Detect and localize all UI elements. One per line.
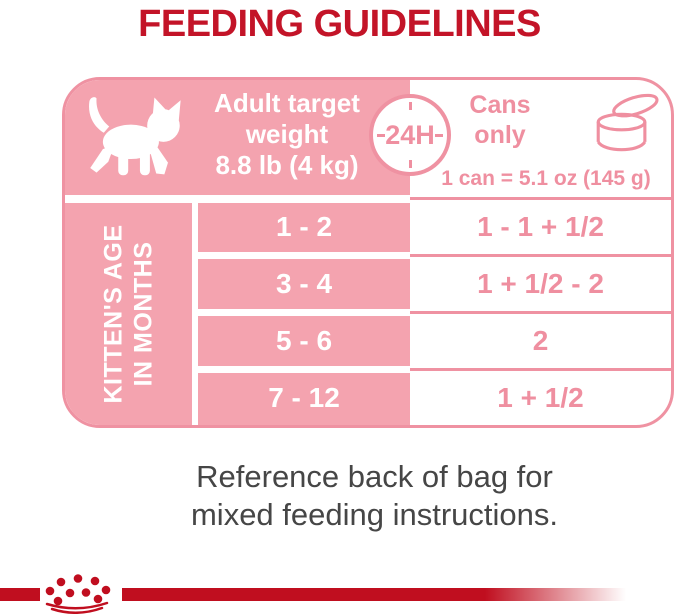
crown-logo-icon [45,574,111,614]
row-divider-2 [192,309,410,316]
age-axis-column: KITTEN'S AGE IN MONTHS [65,203,192,425]
clock-tick-top [408,102,412,110]
can-equivalence-label: 1 can = 5.1 oz (145 g) [441,167,651,190]
footnote-line1: Reference back of bag for [196,459,553,494]
cans-only-label: Cans only [450,90,550,150]
feeding-table: Adult target weight 8.8 lb (4 kg) 24H Ca… [62,77,674,428]
cans-cell-row2: 1 + 1/2 - 2 [477,268,604,299]
adult-target-line2: weight [245,119,329,149]
right-col-divider-1 [410,254,671,257]
adult-target-weight: Adult target weight 8.8 lb (4 kg) [197,88,377,181]
page-title: FEEDING GUIDELINES [138,3,541,45]
cans-only-line1: Cans [469,91,531,119]
right-col-divider-0 [410,197,671,200]
header-divider [65,195,410,203]
brand-stripe-right [122,588,626,601]
clock-24h-badge: 24H [369,94,451,176]
footnote-line2: mixed feeding instructions. [190,497,559,532]
right-col-divider-2 [410,311,671,314]
age-cell-row4: 7 - 12 [268,382,340,413]
cans-only-line2: only [474,121,526,149]
age-axis-label: KITTEN'S AGE IN MONTHS [99,224,159,403]
right-col-divider-3 [410,368,671,371]
brand-stripe-left [0,588,40,601]
kitten-icon [89,97,181,176]
clock-tick-bottom [408,160,412,168]
age-axis-line2: IN MONTHS [129,241,158,387]
footnote: Reference back of bag for mixed feeding … [70,458,679,534]
age-cell-row1: 1 - 2 [275,211,333,242]
row-divider-1 [192,252,410,259]
age-axis-line1: KITTEN'S AGE [99,224,128,404]
cans-cell-row3: 2 [532,325,549,356]
row-divider-3 [192,366,410,373]
age-cell-row3: 5 - 6 [275,325,333,356]
cans-cell-row4: 1 + 1/2 [497,382,584,413]
cans-cell-row1: 1 - 1 + 1/2 [477,211,604,242]
clock-tick-left [377,133,385,137]
open-can-icon [596,93,659,152]
badge-label: 24H [385,119,435,150]
adult-target-line1: Adult target [214,88,360,118]
clock-tick-right [435,133,443,137]
age-cell-row2: 3 - 4 [275,268,333,299]
adult-target-value: 8.8 lb (4 kg) [215,150,359,180]
